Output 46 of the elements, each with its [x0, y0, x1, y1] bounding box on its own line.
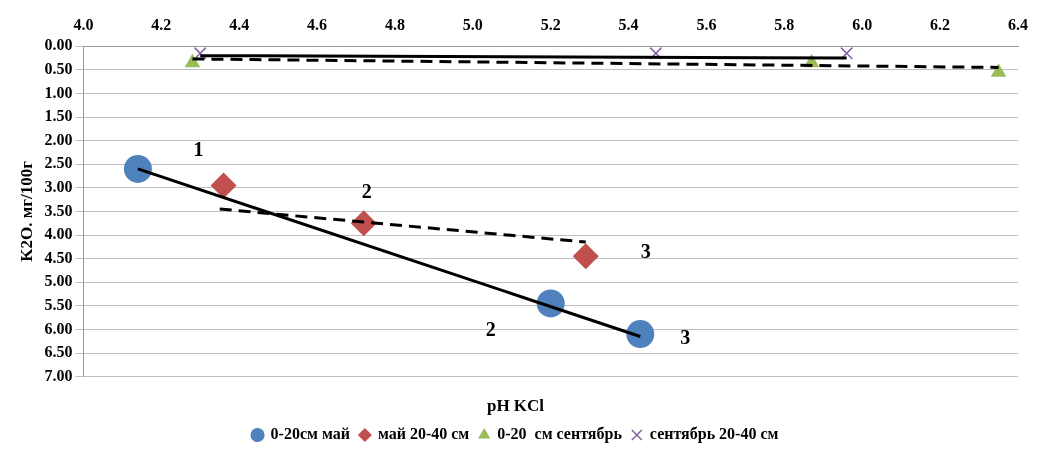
y-tick-label: 6.50 — [44, 343, 73, 361]
y-tick-label: 2.00 — [44, 130, 73, 148]
annotation: 2 — [485, 317, 496, 340]
x-tick-label: 6.4 — [1008, 15, 1028, 33]
x-tick-label: 4.2 — [151, 15, 172, 33]
point — [572, 243, 599, 270]
legend-label: 0-20см май — [270, 425, 350, 443]
y-tick-label: 3.00 — [44, 177, 73, 195]
legend-label: сентябрь 20-40 см — [649, 425, 779, 444]
legend-label: май 20-40 см — [377, 425, 470, 443]
x-tick-label: 6.2 — [930, 15, 951, 33]
y-tick-label: 3.50 — [44, 201, 73, 219]
y-tick-label: 2.50 — [44, 154, 73, 172]
x-tick-label: 5.4 — [618, 15, 639, 33]
annotation: 1 — [193, 137, 204, 160]
point — [193, 46, 207, 60]
annotation: 3 — [680, 326, 691, 349]
point — [840, 46, 854, 60]
x-tick-label: 5.8 — [774, 15, 795, 33]
point — [990, 63, 1007, 77]
annotation: 2 — [361, 180, 372, 203]
x-tick-label: 4.6 — [307, 15, 328, 33]
annotation: 3 — [640, 240, 651, 263]
x-tick-label: 4.4 — [229, 15, 250, 33]
y-axis-title: K2O. мг/100г — [16, 160, 36, 262]
x-tick-label: 4.0 — [73, 15, 94, 33]
y-tick-label: 5.00 — [44, 272, 73, 290]
x-tick-label: 6.0 — [852, 15, 873, 33]
x-axis-title: pH KCl — [486, 396, 545, 416]
y-tick-label: 6.00 — [44, 319, 73, 337]
legend-label: 0-20 см сентябрь — [497, 425, 623, 444]
y-tick-label: 0.00 — [44, 36, 73, 54]
y-tick-label: 1.50 — [44, 107, 73, 125]
y-tick-label: 7.00 — [44, 366, 73, 384]
x-tick-label: 5.6 — [696, 15, 717, 33]
point — [210, 172, 237, 199]
y-tick-label: 4.50 — [44, 248, 73, 266]
x-tick-label: 4.8 — [384, 15, 405, 33]
y-tick-label: 1.00 — [44, 83, 73, 101]
y-tick-label: 0.50 — [44, 59, 73, 77]
x-tick-label: 5.2 — [540, 15, 561, 33]
point — [626, 320, 655, 349]
y-tick-label: 5.50 — [44, 295, 73, 313]
y-tick-label: 4.00 — [44, 225, 73, 243]
x-tick-label: 5.0 — [462, 15, 483, 33]
point — [123, 154, 152, 183]
